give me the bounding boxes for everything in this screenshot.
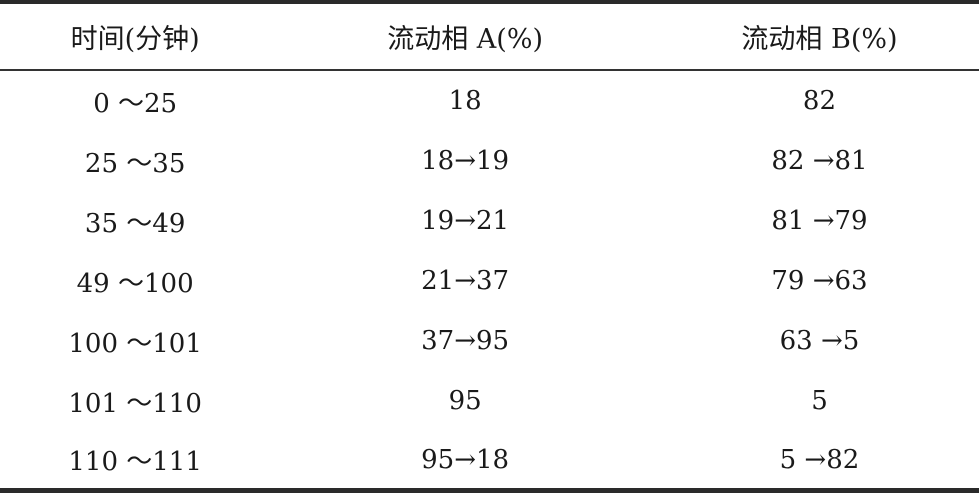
cell-phase-a: 95 [448, 386, 482, 416]
cell-time: 49 ～100 [76, 268, 194, 299]
cell-time: 35 ～49 [84, 208, 186, 239]
cell-phase-a: 18 [448, 86, 482, 116]
cell-phase-a: 18→19 [421, 146, 510, 176]
cell-time: 0 ～25 [93, 88, 178, 119]
cell-phase-b: 79 →63 [771, 266, 868, 296]
cell-phase-a: 95→18 [270, 431, 660, 493]
cell-time: 101 ～110 [68, 388, 202, 419]
table-row: 101 ～110 95 5 [0, 371, 979, 431]
cell-phase-b: 5 [811, 386, 828, 416]
header-row: 时间(分钟) 流动相 A(%) 流动相 B(%) [0, 2, 979, 71]
header-time: 时间(分钟) [0, 2, 271, 71]
table-row: 35 ～49 19→21 81 →79 [0, 191, 979, 251]
cell-time: 100 ～101 [68, 328, 202, 359]
cell-phase-b: 63 →5 [779, 326, 860, 356]
cell-time: 25 ～35 [84, 148, 186, 179]
cell-phase-a: 21→37 [421, 266, 510, 296]
cell-phase-b: 82 [802, 86, 837, 116]
table-row: 49 ～100 21→37 79 →63 [0, 251, 979, 311]
header-phase-a: 流动相 A(%) [270, 2, 660, 71]
cell-time: 110 ～111 [0, 431, 271, 493]
table-row: 0 ～25 18 82 [0, 70, 979, 131]
cell-phase-b: 81 →79 [771, 206, 868, 236]
table-row: 100 ～101 37→95 63 →5 [0, 311, 979, 371]
table-row: 110 ～111 95→18 5 →82 [0, 431, 979, 493]
table-row: 25 ～35 18→19 82 →81 [0, 131, 979, 191]
cell-phase-b: 82 →81 [771, 146, 868, 176]
cell-phase-a: 37→95 [421, 326, 510, 356]
cell-phase-a: 19→21 [421, 206, 510, 236]
header-phase-b: 流动相 B(%) [659, 2, 979, 71]
cell-phase-b: 5 →82 [659, 431, 979, 493]
